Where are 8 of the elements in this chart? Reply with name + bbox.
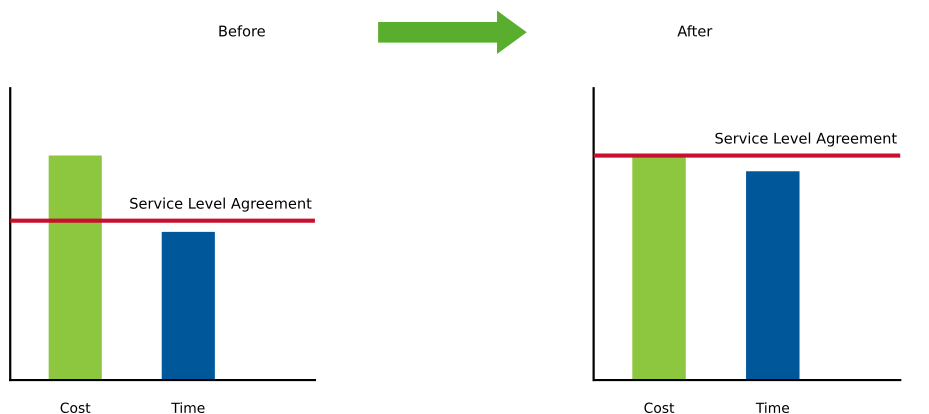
x-tick-label: Cost	[644, 402, 674, 414]
ref-line-label: Service Level Agreement	[130, 198, 312, 212]
x-tick-label: Time	[756, 402, 790, 414]
x-tick-label: Time	[171, 402, 205, 414]
chart-title: After	[677, 25, 712, 37]
x-tick-label: Cost	[60, 402, 90, 414]
ref-line-label: Service Level Agreement	[715, 132, 897, 147]
chart-title: Before	[219, 25, 265, 37]
